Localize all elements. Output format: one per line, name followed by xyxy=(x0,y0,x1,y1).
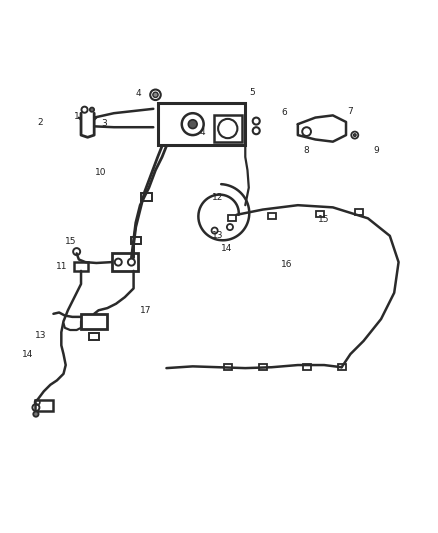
Bar xyxy=(81,313,107,329)
Bar xyxy=(89,333,99,340)
Text: 13: 13 xyxy=(35,331,46,340)
Text: 17: 17 xyxy=(140,306,151,315)
Text: 10: 10 xyxy=(95,168,106,177)
Text: 12: 12 xyxy=(212,193,223,202)
Text: 5: 5 xyxy=(249,88,255,97)
Text: 15: 15 xyxy=(318,215,329,224)
Bar xyxy=(355,209,363,215)
Bar xyxy=(158,103,245,145)
Circle shape xyxy=(90,108,94,112)
Circle shape xyxy=(33,411,39,417)
Bar xyxy=(228,215,236,221)
Bar xyxy=(259,364,267,370)
Text: 2: 2 xyxy=(38,118,43,127)
Text: 4: 4 xyxy=(136,89,141,98)
Bar xyxy=(141,193,152,201)
Text: 4: 4 xyxy=(200,128,205,138)
Text: 3: 3 xyxy=(101,119,107,128)
Text: 15: 15 xyxy=(65,237,77,246)
Text: 9: 9 xyxy=(373,147,379,155)
Bar xyxy=(303,364,311,370)
Text: 8: 8 xyxy=(304,146,310,155)
Bar xyxy=(35,400,53,411)
Text: 7: 7 xyxy=(347,107,353,116)
Text: 11: 11 xyxy=(57,262,68,271)
Bar xyxy=(131,237,141,244)
Bar xyxy=(268,213,276,220)
Bar xyxy=(74,262,88,271)
Text: 14: 14 xyxy=(21,351,33,359)
Bar xyxy=(316,211,324,217)
Text: 1: 1 xyxy=(74,112,80,121)
Text: 14: 14 xyxy=(221,244,233,253)
Circle shape xyxy=(188,120,197,128)
Bar xyxy=(338,364,346,370)
Circle shape xyxy=(353,134,356,136)
Text: 6: 6 xyxy=(281,108,287,117)
Text: 16: 16 xyxy=(281,260,293,269)
Bar xyxy=(214,115,242,142)
Circle shape xyxy=(153,92,158,98)
Bar xyxy=(112,253,138,271)
Bar xyxy=(224,364,232,370)
Text: 13: 13 xyxy=(212,231,224,240)
